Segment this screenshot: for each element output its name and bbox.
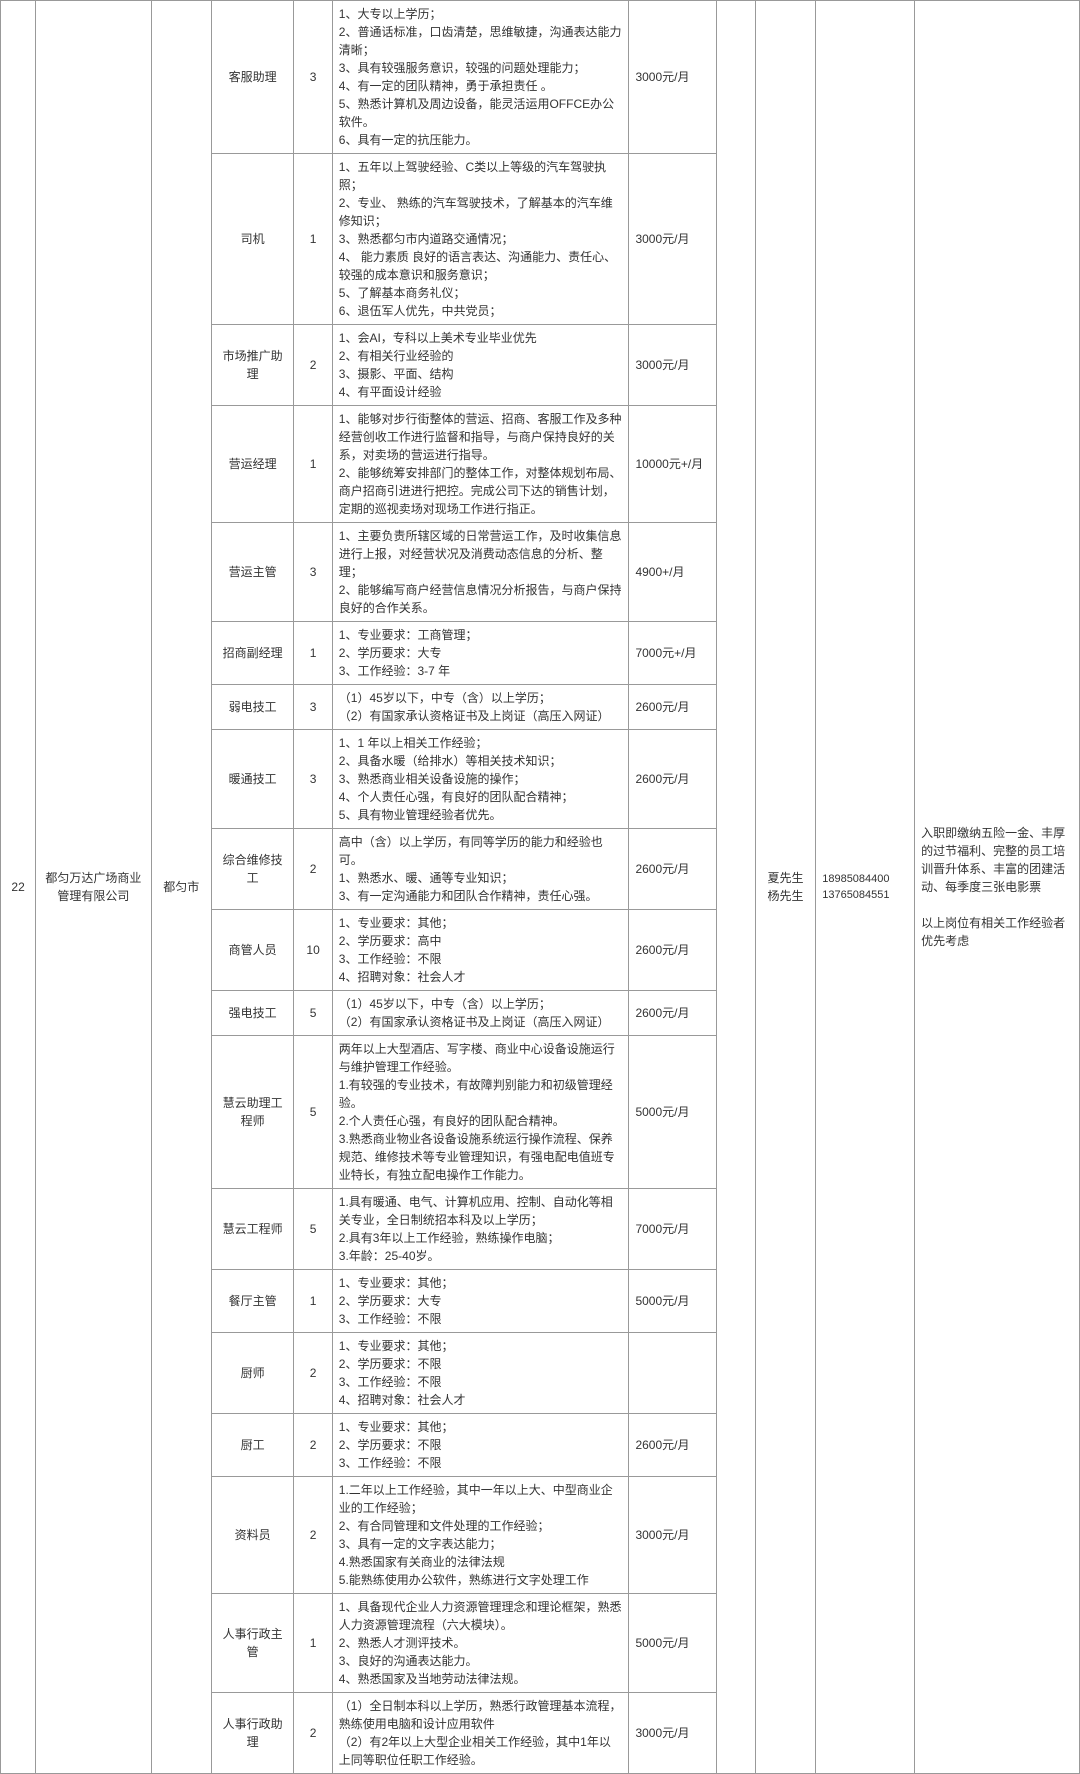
row-index: 22: [1, 1, 36, 1774]
position-name: 慧云工程师: [211, 1189, 293, 1270]
position-count: 2: [294, 829, 332, 910]
position-name: 客服助理: [211, 1, 293, 154]
contact-person: 夏先生 杨先生: [755, 1, 815, 1774]
position-name: 招商副经理: [211, 622, 293, 685]
requirements: 1、大专以上学历； 2、普通话标准，口齿清楚，思维敏捷，沟通表达能力清晰； 3、…: [332, 1, 629, 154]
salary: 5000元/月: [629, 1594, 717, 1693]
position-count: 2: [294, 1414, 332, 1477]
position-name: 营运主管: [211, 523, 293, 622]
requirements: 1、专业要求：工商管理； 2、学历要求：大专 3、工作经验：3-7 年: [332, 622, 629, 685]
position-count: 3: [294, 685, 332, 730]
requirements: 高中（含）以上学历，有同等学历的能力和经验也可。 1、熟悉水、暖、通等专业知识；…: [332, 829, 629, 910]
position-count: 5: [294, 1036, 332, 1189]
position-count: 3: [294, 730, 332, 829]
position-count: 2: [294, 325, 332, 406]
requirements: 1、专业要求：其他； 2、学历要求：高中 3、工作经验：不限 4、招聘对象：社会…: [332, 910, 629, 991]
requirements: 1、1 年以上相关工作经验； 2、具备水暖（给排水）等相关技术知识； 3、熟悉商…: [332, 730, 629, 829]
requirements: 1、会AI，专科以上美术专业毕业优先 2、有相关行业经验的 3、摄影、平面、结构…: [332, 325, 629, 406]
salary: 2600元/月: [629, 910, 717, 991]
salary: 4900+/月: [629, 523, 717, 622]
salary: 7000元+/月: [629, 622, 717, 685]
position-count: 5: [294, 1189, 332, 1270]
salary: 7000元/月: [629, 1189, 717, 1270]
requirements: 1、专业要求：其他； 2、学历要求：不限 3、工作经验：不限: [332, 1414, 629, 1477]
salary: 3000元/月: [629, 1477, 717, 1594]
position-count: 3: [294, 1, 332, 154]
requirements: （1）45岁以下，中专（含）以上学历； （2）有国家承认资格证书及上岗证（高压入…: [332, 685, 629, 730]
salary: 10000元+/月: [629, 406, 717, 523]
requirements: 两年以上大型酒店、写字楼、商业中心设备设施运行与维护管理工作经验。 1.有较强的…: [332, 1036, 629, 1189]
position-count: 1: [294, 154, 332, 325]
salary: 2600元/月: [629, 829, 717, 910]
position-name: 市场推广助理: [211, 325, 293, 406]
position-name: 厨工: [211, 1414, 293, 1477]
benefits: 入职即缴纳五险一金、丰厚的过节福利、完整的员工培训晋升体系、丰富的团建活动、每季…: [915, 1, 1080, 1774]
position-name: 慧云助理工程师: [211, 1036, 293, 1189]
position-count: 10: [294, 910, 332, 991]
position-count: 2: [294, 1693, 332, 1774]
position-count: 2: [294, 1333, 332, 1414]
position-name: 资料员: [211, 1477, 293, 1594]
requirements: 1、专业要求：其他； 2、学历要求：大专 3、工作经验：不限: [332, 1270, 629, 1333]
position-count: 5: [294, 991, 332, 1036]
position-name: 人事行政助理: [211, 1693, 293, 1774]
requirements: 1.具有暖通、电气、计算机应用、控制、自动化等相关专业，全日制统招本科及以上学历…: [332, 1189, 629, 1270]
position-name: 暖通技工: [211, 730, 293, 829]
salary: 2600元/月: [629, 685, 717, 730]
position-name: 商管人员: [211, 910, 293, 991]
position-name: 餐厅主管: [211, 1270, 293, 1333]
position-name: 综合维修技工: [211, 829, 293, 910]
position-name: 弱电技工: [211, 685, 293, 730]
contact-phone: 18985084400 13765084551: [816, 1, 915, 1774]
salary: 2600元/月: [629, 730, 717, 829]
salary: 3000元/月: [629, 154, 717, 325]
requirements: （1）全日制本科以上学历，熟悉行政管理基本流程，熟练使用电脑和设计应用软件 （2…: [332, 1693, 629, 1774]
requirements: （1）45岁以下，中专（含）以上学历； （2）有国家承认资格证书及上岗证（高压入…: [332, 991, 629, 1036]
position-count: 2: [294, 1477, 332, 1594]
salary: 3000元/月: [629, 1693, 717, 1774]
recruitment-table: 22都匀万达广场商业管理有限公司都匀市客服助理31、大专以上学历； 2、普通话标…: [0, 0, 1080, 1774]
salary: 3000元/月: [629, 1, 717, 154]
position-name: 司机: [211, 154, 293, 325]
requirements: 1、五年以上驾驶经验、C类以上等级的汽车驾驶执照； 2、专业、 熟练的汽车驾驶技…: [332, 154, 629, 325]
position-name: 人事行政主管: [211, 1594, 293, 1693]
salary: 2600元/月: [629, 1414, 717, 1477]
position-count: 3: [294, 523, 332, 622]
blank-column: [717, 1, 755, 1774]
position-name: 强电技工: [211, 991, 293, 1036]
requirements: 1、主要负责所辖区域的日常营运工作，及时收集信息进行上报，对经营状况及消费动态信…: [332, 523, 629, 622]
requirements: 1、专业要求：其他； 2、学历要求：不限 3、工作经验：不限 4、招聘对象：社会…: [332, 1333, 629, 1414]
position-count: 1: [294, 1270, 332, 1333]
position-count: 1: [294, 406, 332, 523]
requirements: 1、能够对步行街整体的营运、招商、客服工作及多种经营创收工作进行监督和指导，与商…: [332, 406, 629, 523]
salary: [629, 1333, 717, 1414]
position-name: 营运经理: [211, 406, 293, 523]
company-name: 都匀万达广场商业管理有限公司: [36, 1, 151, 1774]
position-count: 1: [294, 622, 332, 685]
salary: 3000元/月: [629, 325, 717, 406]
salary: 5000元/月: [629, 1270, 717, 1333]
requirements: 1.二年以上工作经验，其中一年以上大、中型商业企业的工作经验； 2、有合同管理和…: [332, 1477, 629, 1594]
requirements: 1、具备现代企业人力资源管理理念和理论框架，熟悉人力资源管理流程（六大模块）。 …: [332, 1594, 629, 1693]
salary: 2600元/月: [629, 991, 717, 1036]
position-count: 1: [294, 1594, 332, 1693]
position-name: 厨师: [211, 1333, 293, 1414]
salary: 5000元/月: [629, 1036, 717, 1189]
city: 都匀市: [151, 1, 211, 1774]
